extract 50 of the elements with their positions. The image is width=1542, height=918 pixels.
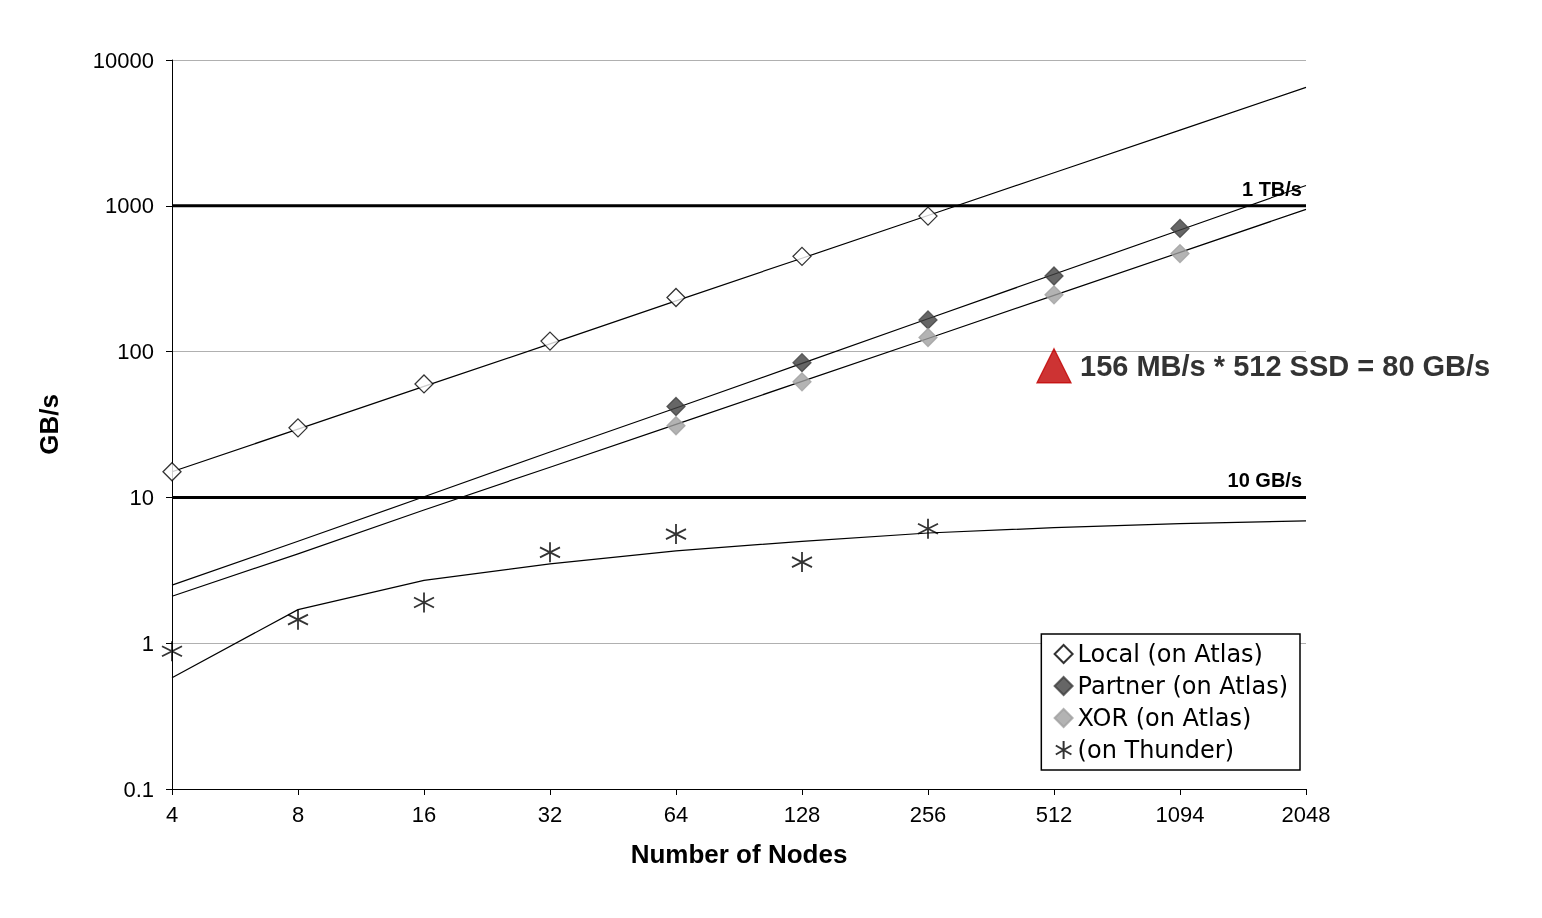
x-tick-label: 4	[165, 801, 179, 827]
point	[413, 591, 435, 614]
legend-label: Partner (on Atlas)	[1077, 672, 1288, 700]
y-axis-title: GB/s	[34, 394, 64, 455]
x-axis-title: Number of Nodes	[630, 839, 848, 869]
legend-label: (on Thunder)	[1077, 736, 1235, 764]
y-tick-label: 10000	[92, 47, 154, 73]
y-tick-label: 100	[117, 339, 154, 365]
point	[666, 396, 686, 417]
x-tick-label: 128	[783, 801, 821, 827]
point	[287, 608, 309, 631]
point	[665, 523, 687, 546]
y-tick-label: 1000	[105, 193, 154, 219]
y-tick-label: 10	[129, 484, 154, 510]
x-tick-label: 32	[537, 801, 563, 827]
point	[792, 372, 812, 392]
legend-label: Local (on Atlas)	[1077, 640, 1263, 668]
ref-line-label: 1 TB/s	[1241, 177, 1302, 200]
point	[539, 541, 561, 564]
point	[666, 287, 686, 308]
legend-label: XOR (on Atlas)	[1077, 704, 1252, 732]
point	[1044, 285, 1064, 305]
point	[288, 418, 308, 438]
x-tick-label: 256	[909, 801, 947, 827]
x-tick-label: 8	[291, 801, 305, 827]
annotation: 156 MB/s * 512 SSD = 80 GB/s	[1080, 349, 1491, 382]
point	[1170, 218, 1190, 239]
point	[792, 352, 812, 373]
point	[917, 517, 939, 540]
point	[414, 374, 434, 394]
point	[1044, 266, 1064, 286]
point	[162, 462, 182, 482]
point	[918, 206, 938, 226]
point	[791, 551, 813, 573]
ref-line-label: 10 GB/s	[1227, 469, 1302, 492]
x-tick-label: 2048	[1281, 801, 1331, 827]
point	[540, 331, 560, 351]
point	[1170, 243, 1190, 264]
x-tick-label: 16	[411, 801, 437, 827]
x-tick-label: 512	[1035, 801, 1073, 827]
x-tick-label: 64	[663, 801, 689, 827]
point	[918, 310, 938, 330]
point	[161, 640, 183, 663]
y-tick-label: 0.1	[123, 776, 154, 802]
point	[666, 416, 686, 436]
x-tick-label: 1094	[1155, 801, 1205, 827]
y-tick-label: 1	[141, 630, 154, 656]
point	[792, 246, 812, 267]
point	[918, 327, 938, 348]
point	[1036, 348, 1072, 384]
